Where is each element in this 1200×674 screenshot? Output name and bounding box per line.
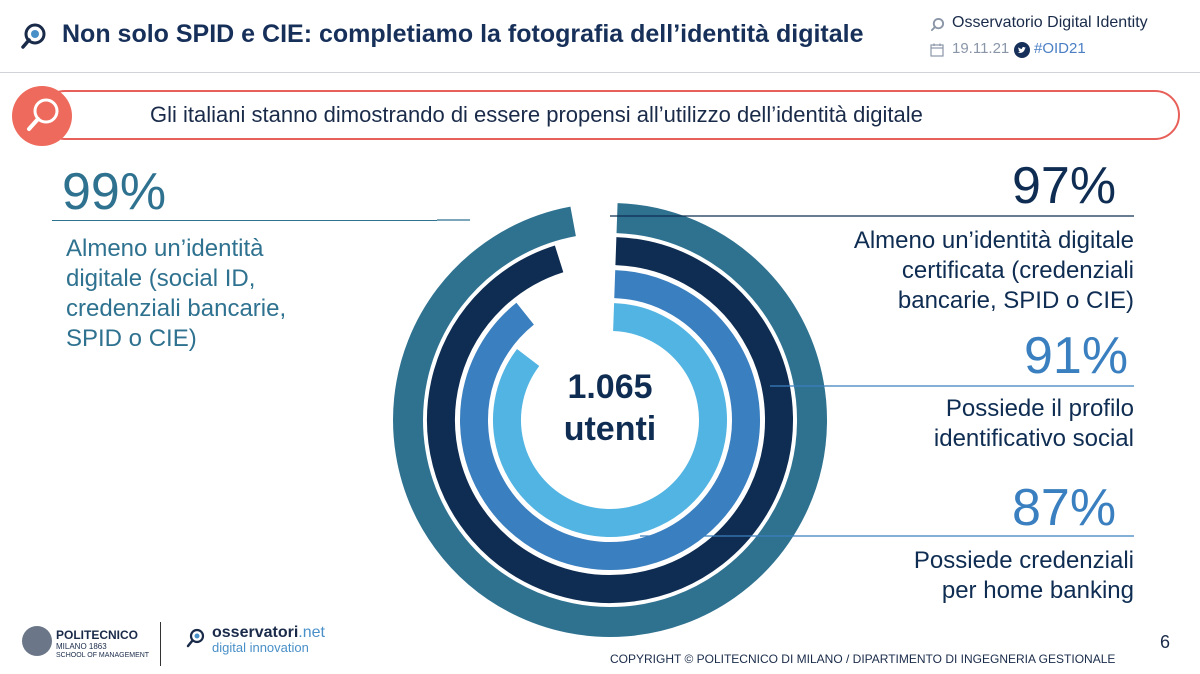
- stat-1-percent: 99%: [62, 163, 167, 221]
- osservatori-logo-icon: [186, 628, 205, 648]
- politecnico-city: MILANO 1863: [56, 642, 107, 651]
- stat-3-line: identificativo social: [933, 425, 1134, 452]
- stat-4-line: per home banking: [941, 577, 1134, 604]
- radial-bar-3: [460, 270, 760, 570]
- center-unit: utenti: [564, 410, 657, 448]
- header-divider: [0, 72, 1200, 73]
- banner-text: Gli italiani stanno dimostrando di esser…: [150, 102, 923, 127]
- politecnico-name: POLITECNICO: [56, 628, 139, 642]
- stat-2-line: Almeno un’identità digitale: [853, 227, 1134, 254]
- stat-2-description: Almeno un’identità digitale certificata …: [854, 226, 1134, 316]
- stat-1-line: credenziali bancarie,: [66, 295, 287, 322]
- stat-3-description: Possiede il profilo identificativo socia…: [934, 394, 1134, 454]
- stat-1-line: digitale (social ID,: [66, 265, 256, 292]
- stat-4-description: Possiede credenziali per home banking: [914, 546, 1134, 606]
- stat-4-percent: 87%: [1012, 479, 1117, 537]
- footer-divider: [160, 622, 161, 666]
- twitter-icon: [1014, 42, 1030, 58]
- observatory-name: Osservatorio Digital Identity: [952, 14, 1148, 31]
- stat-1-line: SPID o CIE): [66, 325, 197, 352]
- hashtag[interactable]: #OID21: [1034, 40, 1086, 57]
- osservatori-name: osservatori.net: [212, 624, 325, 642]
- stat-1-description: Almeno un’identità digitale (social ID, …: [66, 234, 286, 354]
- stat-2-percent: 97%: [1012, 157, 1117, 215]
- search-icon: [27, 98, 59, 131]
- politecnico-school: SCHOOL OF MANAGEMENT: [56, 652, 150, 659]
- osservatori-tld: .net: [298, 624, 325, 641]
- stat-2-line: certificata (credenziali: [901, 257, 1134, 284]
- radial-bar-2: [427, 237, 794, 603]
- header: Non solo SPID e CIE: completiamo la foto…: [0, 0, 1200, 72]
- calendar-icon: [930, 43, 944, 57]
- event-date: 19.11.21: [952, 40, 1010, 57]
- radial-bar-1: [393, 203, 827, 637]
- osservatori-brand: osservatori: [212, 624, 299, 641]
- stat-3-line: Possiede il profilo: [945, 395, 1134, 422]
- stat-4-line: Possiede credenziali: [913, 547, 1134, 574]
- radial-bar-4: [493, 303, 727, 537]
- osservatori-tagline: digital innovation: [212, 640, 309, 655]
- magnifier-logo-icon: [21, 23, 46, 49]
- politecnico-seal-icon: [22, 626, 52, 656]
- stat-2-line: bancarie, SPID o CIE): [897, 287, 1134, 314]
- center-count: 1.065: [567, 368, 652, 406]
- stat-3-percent: 91%: [1024, 327, 1129, 385]
- stat-1-leader: [52, 220, 437, 221]
- stat-1-line: Almeno un’identità: [66, 235, 264, 262]
- page-number: 6: [1160, 632, 1171, 652]
- page-title: Non solo SPID e CIE: completiamo la foto…: [62, 20, 864, 48]
- copyright-notice: COPYRIGHT © POLITECNICO DI MILANO / DIPA…: [610, 652, 1116, 666]
- banner-badge: [12, 86, 72, 146]
- magnifier-icon: [930, 17, 945, 32]
